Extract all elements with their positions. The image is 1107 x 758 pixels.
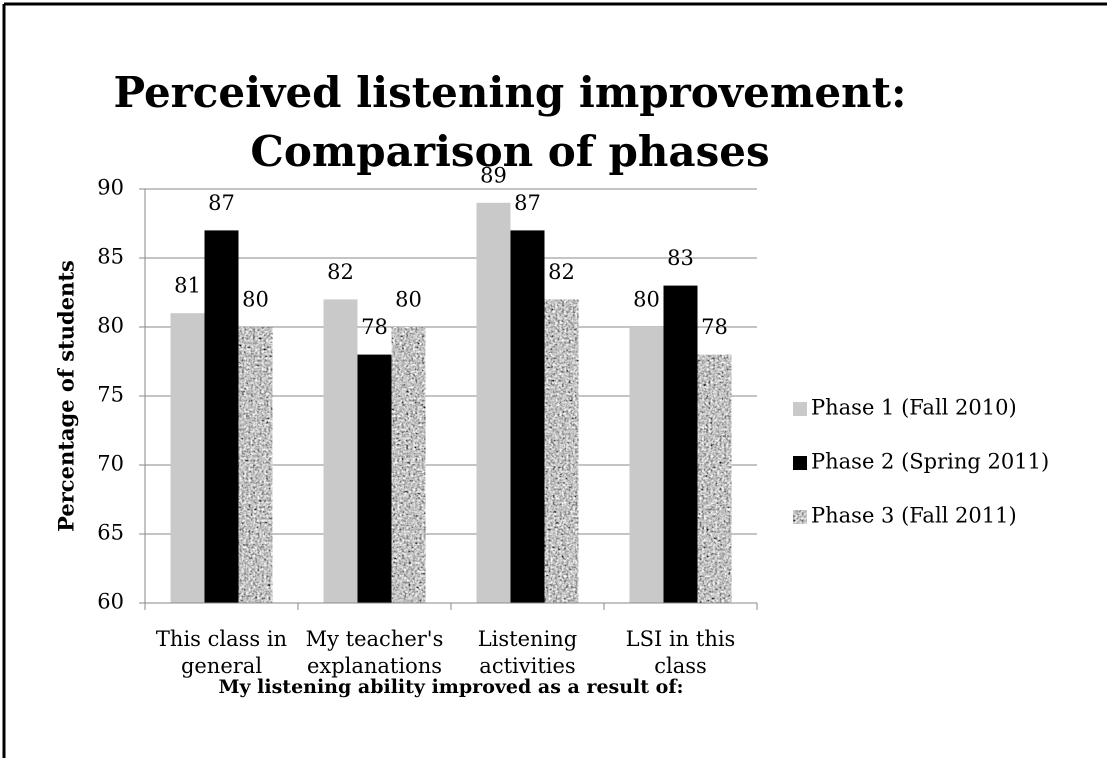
x-tick-label: Listening activities [477,627,578,678]
x-tick-label: LSI in this class [625,627,736,678]
y-tick-label: 85 [97,245,124,269]
x-tick-label: This class in general [155,627,288,678]
bar [476,202,511,604]
x-tick-label: My teacher's explanations [305,627,444,678]
value-label: 83 [667,246,694,270]
bar [170,313,205,603]
value-label: 87 [208,191,235,215]
bar [238,327,273,603]
bar [697,354,732,603]
y-tick-label: 70 [97,452,124,476]
legend-label: Phase 2 (Spring 2011) [811,450,1049,474]
value-label: 78 [361,315,388,339]
value-label: 87 [514,191,541,215]
value-label: 82 [327,260,354,284]
y-tick-label: 65 [97,521,124,545]
value-label: 80 [633,288,660,312]
y-tick-label: 60 [97,590,124,614]
value-label: 78 [701,315,728,339]
bar [323,299,358,603]
value-label: 89 [480,163,507,187]
bar [510,230,545,603]
value-label: 82 [548,260,575,284]
y-axis-title: Percentage of students [54,260,79,532]
y-tick-label: 75 [97,383,124,407]
value-label: 80 [242,288,269,312]
bar [204,230,239,603]
bar [629,327,664,603]
legend-swatch [793,402,807,416]
bar [544,299,579,603]
value-label: 80 [395,288,422,312]
bar [663,285,698,603]
bar [391,327,426,603]
y-tick-label: 80 [97,314,124,338]
legend-swatch [793,456,807,470]
chart-title: Perceived listening improvement: Comparis… [114,68,907,176]
bar [357,354,392,603]
x-axis-title: My listening ability improved as a resul… [218,676,683,698]
legend-swatch [793,510,807,524]
legend-label: Phase 3 (Fall 2011) [811,504,1017,528]
legend-label: Phase 1 (Fall 2010) [811,396,1017,420]
value-label: 81 [174,274,201,298]
y-tick-label: 90 [97,176,124,200]
